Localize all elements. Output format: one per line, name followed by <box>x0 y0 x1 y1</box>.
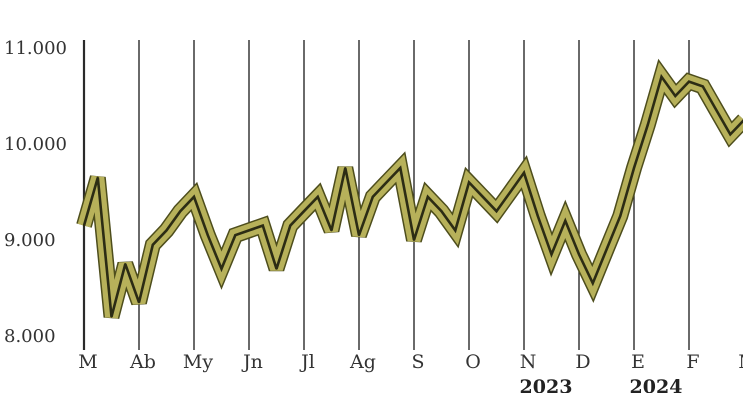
x-axis-labels: M Ab My Jn Jl Ag S O N D E F M <box>78 351 743 373</box>
data-point <box>536 215 539 217</box>
x-tick-label: S <box>411 351 424 373</box>
x-tick-label: Jn <box>241 351 263 373</box>
data-point <box>124 263 127 265</box>
y-axis-labels: 11.000 10.000 9.000 8.000 <box>4 38 67 347</box>
data-point <box>440 210 443 213</box>
data-point <box>481 195 484 198</box>
y-tick-label: 8.000 <box>4 326 56 347</box>
x-tick-label: M <box>78 351 97 373</box>
data-point <box>151 243 154 246</box>
data-point <box>578 253 580 256</box>
x-tick-label: E <box>631 351 645 373</box>
y-tick-label: 11.000 <box>4 38 67 59</box>
data-point <box>289 224 292 227</box>
data-point <box>605 248 608 251</box>
data-point <box>674 95 677 97</box>
data-point <box>701 85 704 88</box>
data-point <box>426 195 429 198</box>
data-point <box>275 267 278 270</box>
year-label: 2024 <box>630 376 683 393</box>
data-point <box>399 167 402 169</box>
data-point <box>454 229 457 232</box>
data-point <box>633 167 635 169</box>
data-point <box>619 215 622 217</box>
data-point <box>591 282 594 285</box>
data-point <box>468 181 470 184</box>
x-tick-label: Jl <box>299 351 315 373</box>
data-point <box>179 210 182 213</box>
data-point <box>371 195 374 198</box>
data-point <box>413 239 415 241</box>
data-point <box>715 109 718 112</box>
data-point <box>193 195 195 198</box>
data-point <box>523 171 525 174</box>
data-point <box>96 176 99 179</box>
data-point <box>646 123 649 126</box>
x-tick-label: F <box>686 351 699 373</box>
data-point <box>138 301 140 304</box>
data-point <box>729 133 732 136</box>
data-point <box>550 253 553 256</box>
x-tick-label: O <box>465 351 481 373</box>
data-point <box>316 195 319 198</box>
data-point <box>564 219 567 222</box>
x-tick-label: D <box>575 351 590 373</box>
data-point <box>261 224 264 227</box>
data-point <box>83 224 85 227</box>
data-point <box>248 229 250 232</box>
year-labels: 2023 2024 <box>520 376 683 393</box>
data-point <box>206 234 209 237</box>
x-tick-label: N <box>520 351 537 373</box>
data-point <box>509 191 512 193</box>
data-point <box>220 267 223 270</box>
y-tick-label: 10.000 <box>4 134 67 155</box>
data-point <box>303 210 305 213</box>
data-point <box>330 229 333 232</box>
series-band <box>76 58 743 319</box>
data-point <box>110 315 113 318</box>
x-tick-label: Ab <box>129 351 156 373</box>
data-point <box>688 80 690 83</box>
x-tick-label: M <box>738 351 743 373</box>
data-point <box>385 181 388 184</box>
year-label: 2023 <box>520 376 573 393</box>
x-tick-label: Ag <box>349 351 376 373</box>
data-point <box>344 167 347 169</box>
data-point <box>358 234 360 237</box>
data-point <box>234 234 237 237</box>
data-point <box>660 75 663 78</box>
data-point <box>165 229 168 232</box>
y-tick-label: 9.000 <box>4 230 56 251</box>
x-tick-label: My <box>183 351 213 373</box>
data-point <box>495 210 498 213</box>
